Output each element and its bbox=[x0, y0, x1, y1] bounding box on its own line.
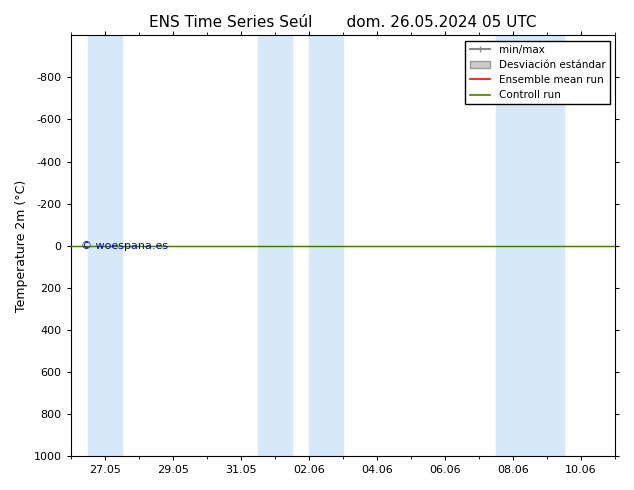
Y-axis label: Temperature 2m (°C): Temperature 2m (°C) bbox=[15, 179, 28, 312]
Bar bbox=[87, 35, 122, 456]
Legend: min/max, Desviación estándar, Ensemble mean run, Controll run: min/max, Desviación estándar, Ensemble m… bbox=[465, 41, 610, 104]
Bar bbox=[309, 35, 343, 456]
Bar bbox=[257, 35, 292, 456]
Text: © woespana.es: © woespana.es bbox=[81, 241, 169, 251]
Bar bbox=[496, 35, 564, 456]
Title: ENS Time Series Seúl       dom. 26.05.2024 05 UTC: ENS Time Series Seúl dom. 26.05.2024 05 … bbox=[149, 15, 536, 30]
